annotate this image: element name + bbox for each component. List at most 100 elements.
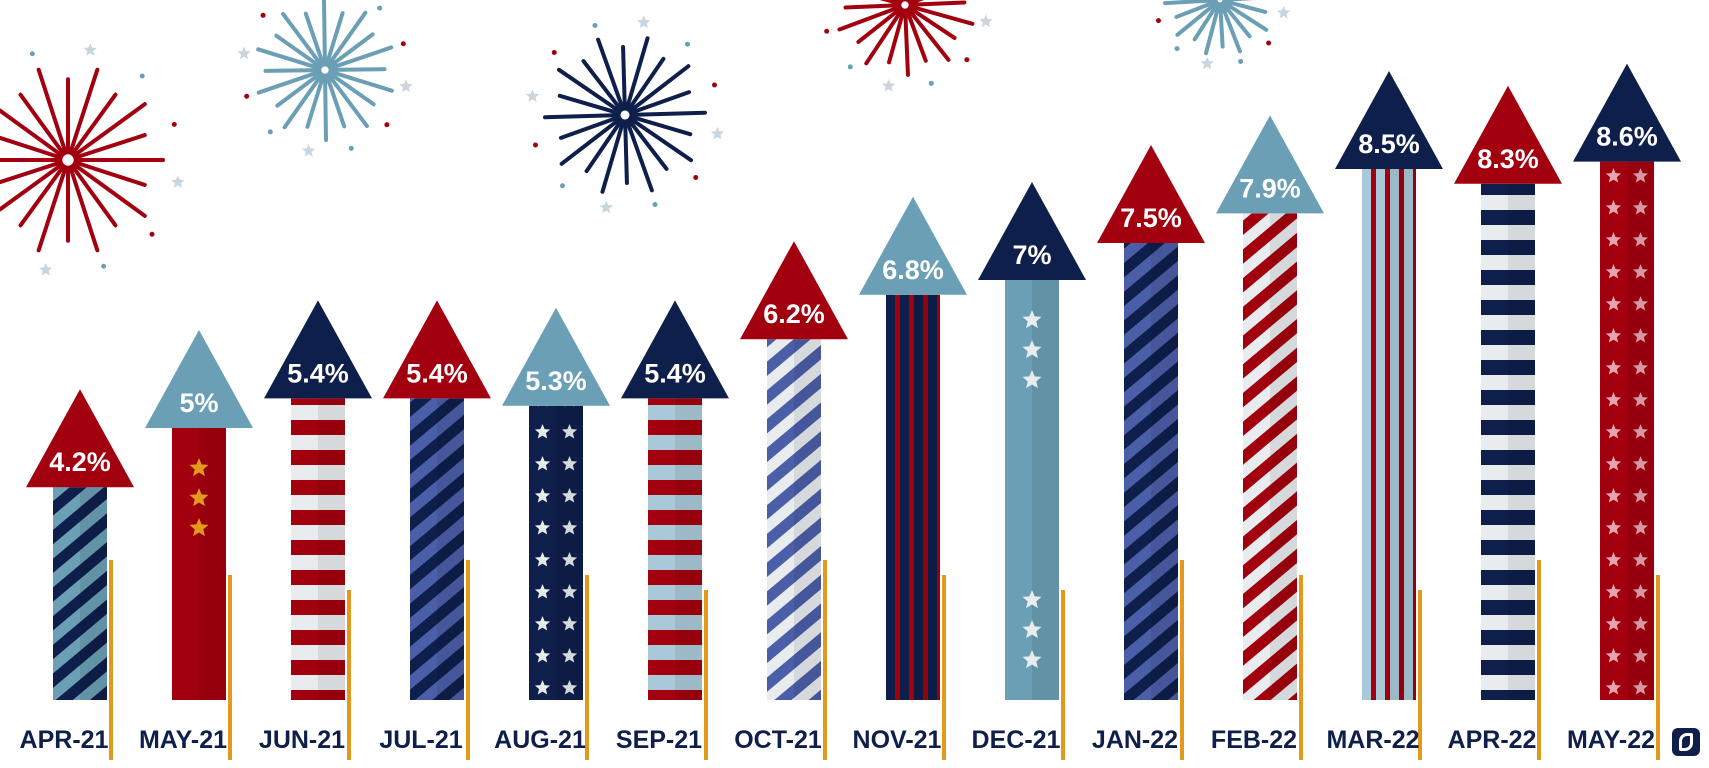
rocket-shade [1270,213,1297,700]
rocket-shade [675,398,702,700]
firework-burst-icon [525,15,725,214]
rocket-body [410,398,464,700]
sparkle-dot [400,41,406,47]
sparkle-star-icon [525,89,540,102]
category-label: OCT-21 [734,726,822,754]
value-label: 5.3% [525,366,587,396]
fuse-stick [347,590,351,760]
sparkle-dot [1238,59,1244,65]
fuse-stick [704,590,708,760]
sparkle-star-icon [171,175,185,188]
sparkle-dot [260,12,266,18]
rocket-shade [1508,183,1535,701]
rocket-body [767,339,821,700]
rocket-body [1600,161,1654,701]
rocket-bars: 4.2% 5% 5.4% 5.4% 5.3% 5.4% 6.2% 6.8% 7% 7.5% 7.9%… [26,63,1681,760]
sparkle-star-icon [83,43,97,56]
value-label: 6.8% [882,255,944,285]
fuse-stick [1656,575,1660,760]
value-label: 8.5% [1358,129,1420,159]
firework-burst-icon [0,43,185,276]
sparkle-star-icon [301,144,316,157]
rocket-bar: 5.3% [502,307,610,760]
sparkle-dot [652,202,658,208]
rocket-body [648,398,702,700]
sparkle-dot [532,142,538,148]
firework-burst-icon [237,0,413,157]
rocket-star-icon [189,518,209,537]
category-label: JUL-21 [379,726,462,754]
category-label: APR-21 [20,726,109,754]
sparkle-dot [348,145,354,151]
rocket-bar: 8.5% [1335,71,1443,760]
rocket-cap [1097,145,1205,243]
fuse-stick [1537,560,1541,760]
sparkle-star-icon [1200,56,1214,70]
rocket-body [1243,213,1297,700]
rocket-body [1362,169,1416,700]
rocket-star-icon [1022,650,1042,669]
rocket-bar: 5.4% [264,300,372,760]
sparkle-dot [685,41,691,47]
sparkle-dot [1266,40,1272,46]
fuse-stick [585,575,589,760]
value-label: 7.5% [1120,203,1182,233]
rocket-shade [1151,243,1178,700]
rocket-star-icon [1022,620,1042,639]
sparkle-star-icon [599,200,613,214]
rocket-cap [1573,63,1681,162]
value-label: 8.6% [1596,122,1658,152]
value-label: 5.4% [406,358,468,388]
sparkle-dot [384,122,390,128]
rocket-bar: 6.2% [740,241,848,760]
rocket-body [53,487,107,700]
fuse-stick [823,560,827,760]
sparkle-star-icon [979,14,993,28]
fuse-stick [1418,590,1422,760]
category-labels: APR-21 MAY-21 JUN-21 JUL-21 AUG-21 SEP-21 OCT-… [20,726,1655,754]
sparkle-dot [964,57,970,63]
category-label: JAN-22 [1092,726,1178,754]
rocket-star-icon [189,458,209,477]
sparkle-dot [928,80,934,86]
fuse-stick [109,560,113,760]
sparkle-dot [824,28,830,34]
rocket-bar: 7.9% [1216,115,1324,760]
rocket-shade [913,294,940,700]
firework-burst-icon [1155,0,1291,70]
rocket-body [529,405,583,700]
rocket-cap [1216,115,1324,214]
value-label: 6.2% [763,299,825,329]
sparkle-dot [377,5,383,11]
value-label: 7% [1012,240,1051,270]
rocket-shade [437,398,464,700]
sparkle-dot [712,82,718,88]
rocket-bar: 6.8% [859,196,967,760]
fuse-stick [1299,575,1303,760]
rocket-cap [264,300,372,399]
rocket-shade [556,405,583,700]
rocket-bar: 8.6% [1573,63,1681,760]
rocket-bar: 5.4% [383,300,491,760]
category-label: JUN-21 [259,726,345,754]
category-label: APR-22 [1448,726,1537,754]
rocket-bar: 7% [978,182,1086,760]
sparkle-star-icon [1276,5,1291,19]
sparkle-dot [1174,46,1180,52]
category-label: FEB-22 [1211,726,1297,754]
sparkle-star-icon [881,79,896,92]
rocket-star-icon [189,488,209,507]
rocket-cap [1454,85,1562,184]
rocket-bar: 7.5% [1097,145,1205,760]
rocket-star-icon [1022,590,1042,609]
sparkle-dot [847,64,853,70]
rocket-bar: 5% [145,330,253,760]
rocket-shade [318,398,345,700]
sparkle-dot [1155,18,1161,24]
value-label: 7.9% [1239,173,1301,203]
fuse-stick [942,575,946,760]
elephant-logo-icon [1672,728,1700,756]
value-label: 4.2% [49,447,111,477]
rocket-bar: 4.2% [26,389,134,760]
